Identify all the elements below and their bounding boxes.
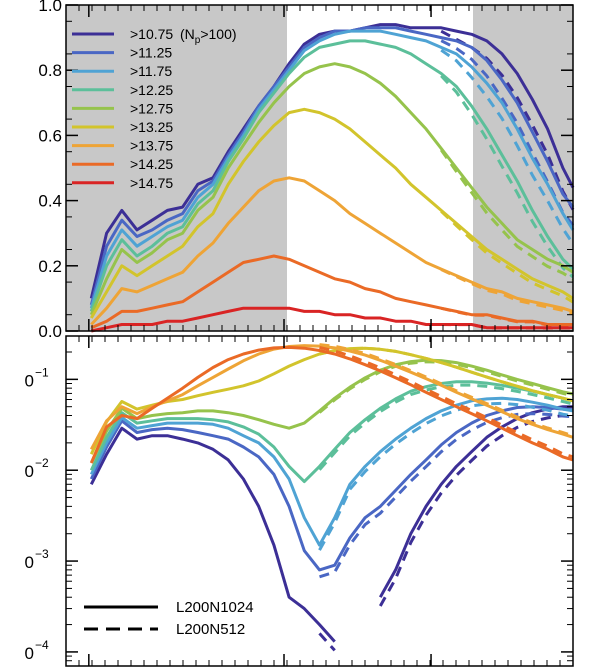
top-series-12.75-solid [89,62,574,316]
legend-label: >11.75 [130,63,172,79]
bottom-ytick-label: 0 [25,462,34,481]
top-series-14.25-dashed [440,306,573,327]
legend-label: >12.25 [130,82,173,98]
bottom-series-11.25-solid [89,405,574,572]
bottom-series-11.75-solid [89,396,574,547]
legend-label: >12.75 [130,100,173,116]
legend-label: >14.75 [130,175,173,191]
top-ytick-label: 0.2 [38,257,62,276]
bottom-panel: 0 −10 −20 −30 −4 L200N1024 L200N512 [25,335,574,667]
top-ytick-label: 1.0 [38,0,62,15]
bottom-ytick-label: 0 [25,553,34,572]
bottom-series-10.75-dashed [318,414,573,652]
shade-right [473,5,573,331]
top-series-12.75-dashed [439,149,574,281]
bottom-ytick-exponent: −1 [35,365,49,379]
top-series-13.75-dashed [440,268,574,315]
legend-label: >10.75 [130,26,173,42]
top-axes-frame [65,4,574,332]
bottom-axes-frame [65,335,574,667]
bottom-ytick-exponent: −3 [35,547,49,561]
bottom-ytick-exponent: −2 [35,456,49,470]
top-series-11.75-dashed [440,48,575,245]
bottom-series-11.75-dashed [318,401,574,551]
legend-label: >13.25 [130,119,173,135]
bottom-series-lines [89,343,574,652]
top-series-13.75-solid [90,176,574,326]
bottom-series-13.75-dashed [319,343,574,438]
bottom-series-14.25-solid [89,345,574,464]
bottom-series-11.25-dashed [319,412,574,579]
top-ytick-label: 0.4 [38,192,62,211]
top-series-14.75-dashed [441,323,573,330]
bottom-series-13.25-solid [89,346,574,455]
top-series-11.25-dashed [440,39,575,227]
line-style-legend: L200N1024 L200N512 [84,599,254,638]
legend-dashed-label: L200N512 [176,621,245,638]
top-series-12.25-dashed [440,74,575,279]
legend-solid-label: L200N1024 [176,599,254,616]
top-series-11.75-solid [89,29,575,309]
top-ytick-label: 0.0 [38,322,62,341]
color-legend: >10.75 (Np>100) >11.25 >11.75 >12.25 >12.75 >1… [72,26,237,191]
legend-label: >11.25 [130,45,172,61]
top-series-13.25-solid [90,107,574,319]
bottom-ytick-exponent: −4 [35,638,49,652]
legend-label: >14.25 [130,156,173,172]
top-series-11.25-solid [89,26,575,306]
legend-label: >13.75 [130,138,173,154]
top-ytick-label: 0.8 [38,61,62,80]
bottom-series-12.75-dashed [318,360,574,414]
legend-note: (Np>100) [180,26,237,46]
bottom-ytick-label: 0 [25,371,34,390]
bottom-series-14.25-dashed [319,345,574,459]
bottom-series-13.25-dashed [319,346,574,403]
top-panel: 0.00.20.40.60.81.0 >10.75 (Np>100)>11.25>… [38,0,575,341]
top-series-13.25-dashed [440,210,574,304]
top-ticks: 0.0 0.2 0.4 0.6 0.8 1.0 [38,0,574,341]
bottom-series-12.25-solid [89,380,574,484]
bottom-ticks: 0 −10 −20 −30 −4 [25,336,574,667]
top-ytick-label: 0.6 [38,126,62,145]
top-series-12.25-solid [89,39,575,312]
top-series-lines [89,23,575,333]
bottom-ytick-label: 0 [25,644,34,663]
